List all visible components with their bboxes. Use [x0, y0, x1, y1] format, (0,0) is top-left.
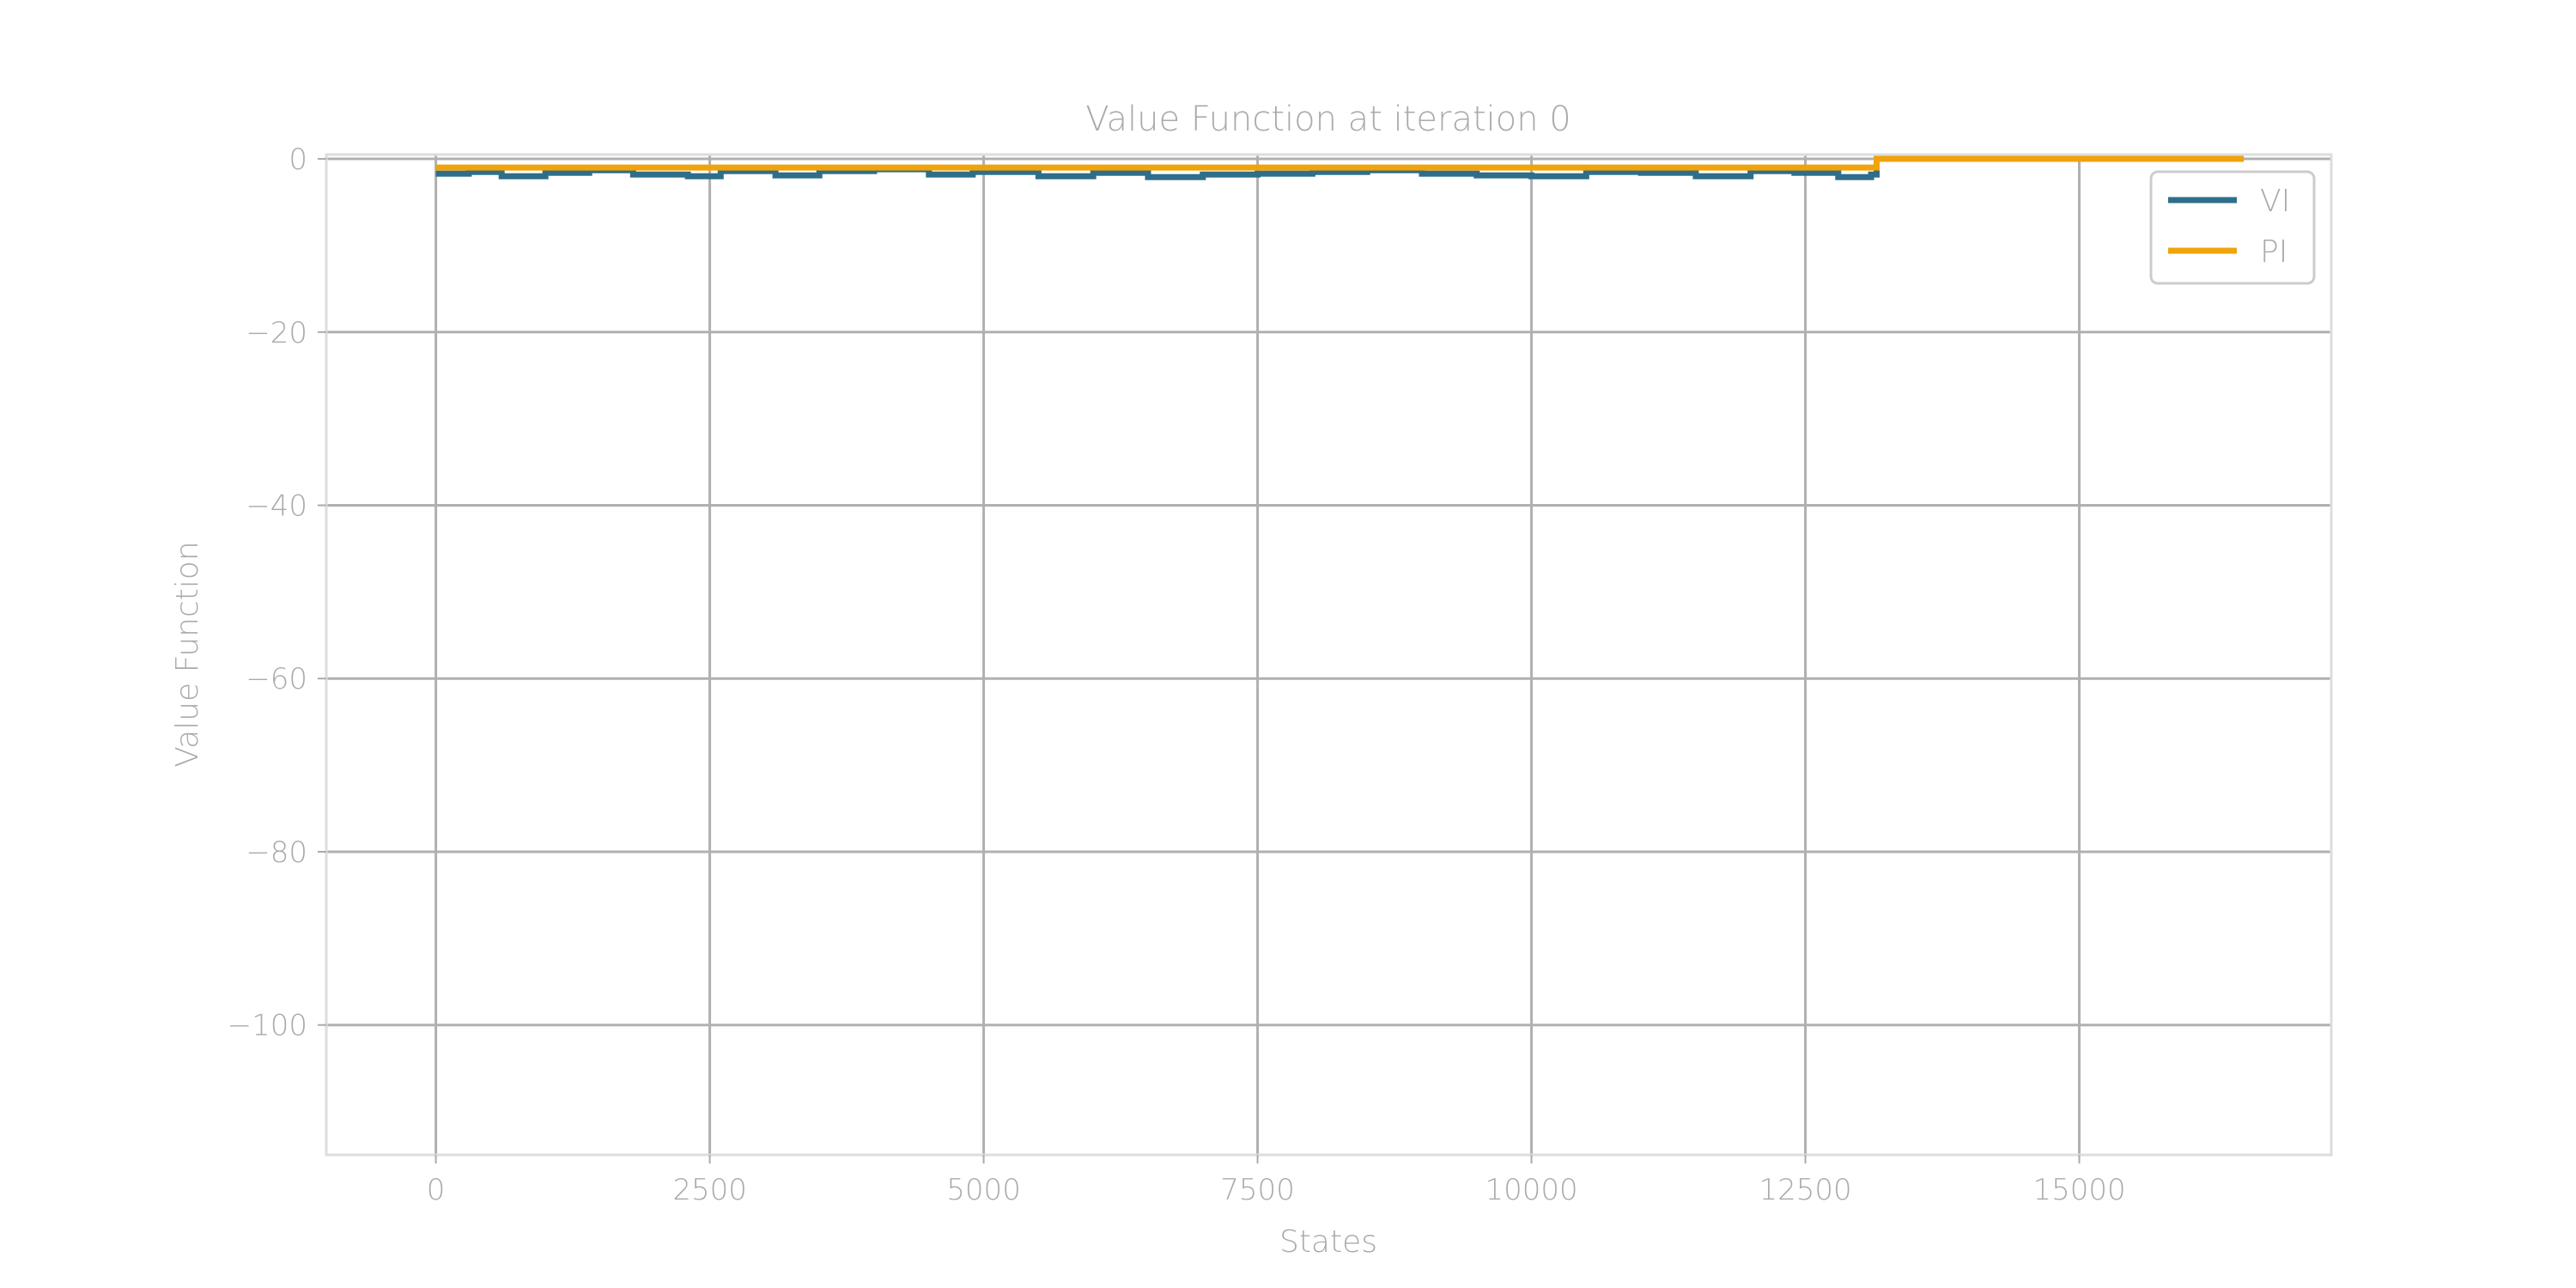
y-axis-ticks: 0 −20 −40 −60 −80 −100 — [228, 143, 326, 1043]
series-layer — [435, 155, 2244, 180]
y-tick-label: −20 — [246, 316, 307, 350]
legend-pi-label: PI — [2260, 234, 2287, 270]
x-tick-label: 2500 — [672, 1173, 747, 1207]
legend: VI PI — [2149, 170, 2316, 285]
x-axis-ticks: 0 2500 5000 7500 10000 12500 15000 — [427, 1155, 2126, 1207]
y-tick-label: 0 — [289, 143, 307, 177]
x-tick-label: 12500 — [1759, 1173, 1851, 1207]
grid-lines — [326, 155, 2331, 1155]
x-tick-label: 10000 — [1485, 1173, 1577, 1207]
y-tick-label: −100 — [228, 1009, 307, 1043]
x-axis-label: States — [1279, 1224, 1377, 1260]
y-tick-label: −60 — [246, 662, 307, 696]
x-tick-label: 7500 — [1220, 1173, 1295, 1207]
y-tick-label: −80 — [246, 835, 307, 870]
series-line-vi — [435, 155, 2244, 180]
legend-vi-label: VI — [2260, 184, 2290, 219]
series-line-pi — [435, 155, 2244, 171]
x-tick-label: 5000 — [946, 1173, 1021, 1207]
plot-frame — [325, 153, 2333, 1157]
chart-title: Value Function at iteration 0 — [1085, 100, 1571, 139]
y-axis-label: Value Function — [170, 541, 205, 767]
x-tick-label: 0 — [427, 1173, 446, 1207]
x-tick-label: 15000 — [2032, 1173, 2125, 1207]
y-tick-label: −40 — [246, 489, 307, 524]
